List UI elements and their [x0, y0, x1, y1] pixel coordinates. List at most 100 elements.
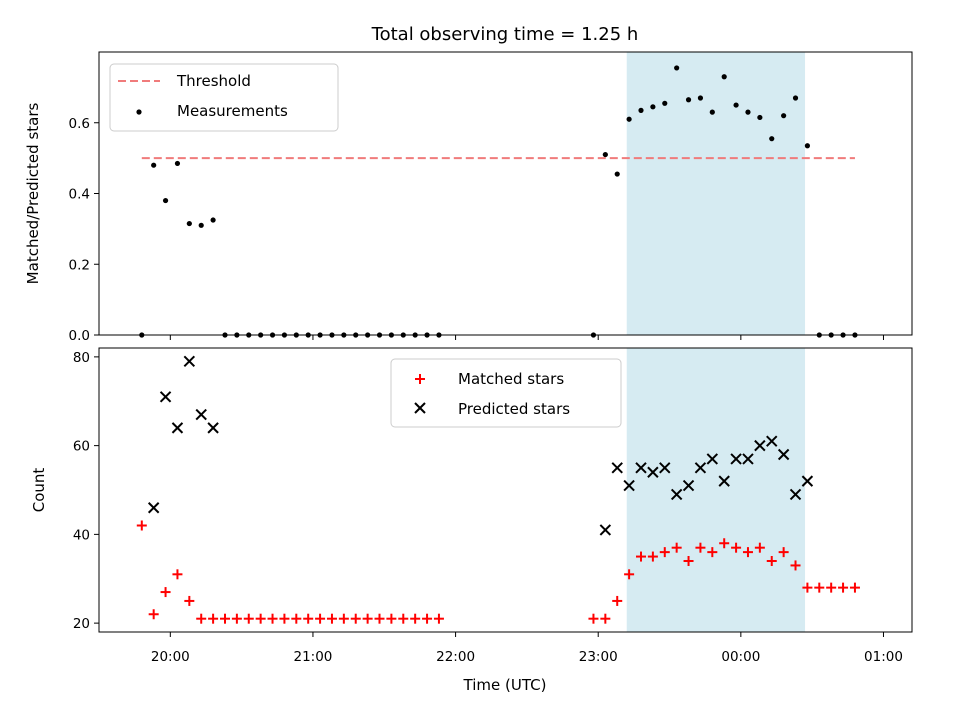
measurement-point — [792, 95, 799, 101]
matched-star-point — [766, 556, 777, 566]
predicted-star-point — [611, 462, 623, 474]
y-tick-label: 0.6 — [69, 116, 90, 132]
matched-star-point — [731, 542, 742, 553]
matched-star-point — [410, 613, 421, 624]
matched-star-point — [398, 613, 409, 624]
y-tick-label: 0.2 — [69, 257, 90, 273]
measurement-point — [721, 74, 727, 80]
measurement-point — [210, 217, 216, 223]
predicted-star-point — [777, 448, 790, 461]
legend-threshold-label: Threshold — [176, 72, 251, 90]
predicted-stars-points — [147, 355, 814, 536]
predicted-star-point — [730, 453, 742, 465]
top-y-axis-label: Matched/Predicted stars — [24, 103, 42, 285]
predicted-star-point — [147, 502, 160, 514]
measurement-point — [674, 65, 680, 71]
y-tick-label: 60 — [73, 439, 90, 455]
y-tick-label: 20 — [73, 616, 90, 632]
measurement-point — [757, 114, 763, 121]
matched-star-point — [707, 547, 718, 558]
predicted-star-point — [718, 475, 730, 487]
matched-star-point — [849, 582, 860, 593]
measurement-point — [602, 151, 608, 158]
matched-star-point — [136, 520, 147, 531]
top-y-ticks: 0.0 0.2 0.4 0.6 — [69, 116, 99, 344]
matched-star-point — [422, 613, 433, 624]
top-axes-frame — [98, 51, 913, 336]
matched-star-point — [208, 613, 219, 624]
matched-star-point — [243, 613, 254, 624]
predicted-star-point — [801, 475, 814, 487]
measurement-point — [709, 109, 715, 115]
bottom-legend-box — [390, 358, 622, 428]
matched-star-point — [148, 609, 159, 620]
legend-matched-label: Matched stars — [458, 370, 564, 388]
measurement-point — [745, 109, 751, 115]
predicted-star-point — [706, 453, 719, 465]
matched-star-point — [172, 569, 183, 580]
x-axis-label: Time (UTC) — [463, 676, 547, 694]
matched-star-point — [386, 613, 397, 624]
measurement-point — [650, 104, 656, 110]
matched-star-point — [624, 569, 635, 580]
legend-predicted-swatch — [414, 402, 426, 414]
measurement-point — [733, 102, 739, 108]
y-tick-label: 0.0 — [69, 328, 90, 344]
measurement-point — [162, 197, 169, 204]
legend-predicted-label: Predicted stars — [458, 400, 570, 418]
predicted-star-point — [647, 466, 659, 478]
measurement-point — [198, 222, 204, 228]
measurement-point — [697, 95, 704, 101]
matched-star-point — [338, 613, 349, 624]
top-panel: 0.0 0.2 0.4 0.6 Matched/Predicted stars Thr… — [24, 51, 913, 344]
predicted-star-point — [766, 435, 778, 447]
matched-star-point — [600, 613, 611, 624]
predicted-star-point — [670, 488, 683, 501]
bottom-y-ticks: 20 40 60 80 — [73, 350, 99, 632]
measurement-point — [186, 220, 192, 227]
x-tick-label: 23:00 — [579, 649, 618, 665]
matched-star-point — [695, 542, 706, 553]
legend-matched-swatch — [415, 374, 425, 384]
measurement-point — [769, 136, 775, 142]
legend-measurements-label: Measurements — [177, 102, 288, 120]
matched-star-point — [279, 613, 290, 624]
measurement-point — [174, 160, 181, 167]
measurement-point — [626, 116, 632, 122]
matched-star-point — [291, 613, 302, 624]
measurement-point — [614, 171, 620, 177]
matched-star-point — [374, 613, 385, 624]
matched-star-point — [303, 613, 314, 624]
measurement-points — [139, 65, 858, 338]
bottom-axes-frame — [98, 347, 913, 633]
matched-star-point — [219, 613, 230, 624]
x-tick-label: 22:00 — [436, 649, 475, 665]
predicted-star-point — [754, 439, 766, 452]
matched-star-point — [659, 547, 670, 558]
matched-star-point — [742, 547, 753, 558]
predicted-star-point — [183, 355, 196, 368]
matched-star-point — [838, 582, 849, 593]
predicted-star-point — [682, 479, 695, 492]
matched-star-point — [255, 613, 266, 624]
legend-measurements-swatch — [136, 109, 142, 115]
predicted-star-point — [623, 479, 635, 492]
predicted-star-point — [635, 462, 647, 474]
matched-star-point — [802, 582, 813, 593]
predicted-star-point — [207, 422, 219, 434]
matched-star-point — [826, 582, 837, 593]
matched-star-point — [683, 556, 694, 566]
matched-stars-points — [136, 520, 860, 624]
matched-star-point — [315, 613, 326, 624]
bottom-x-ticks: 20:00 21:00 22:00 23:00 00:00 01:00 — [151, 632, 903, 665]
matched-star-point — [719, 538, 730, 549]
top-observing-window — [626, 52, 806, 335]
matched-star-point — [160, 587, 171, 598]
matched-star-point — [790, 560, 801, 571]
predicted-star-point — [159, 391, 172, 403]
measurement-point — [804, 143, 811, 149]
predicted-star-point — [599, 524, 612, 536]
matched-star-point — [814, 582, 825, 593]
matched-star-point — [754, 542, 765, 553]
